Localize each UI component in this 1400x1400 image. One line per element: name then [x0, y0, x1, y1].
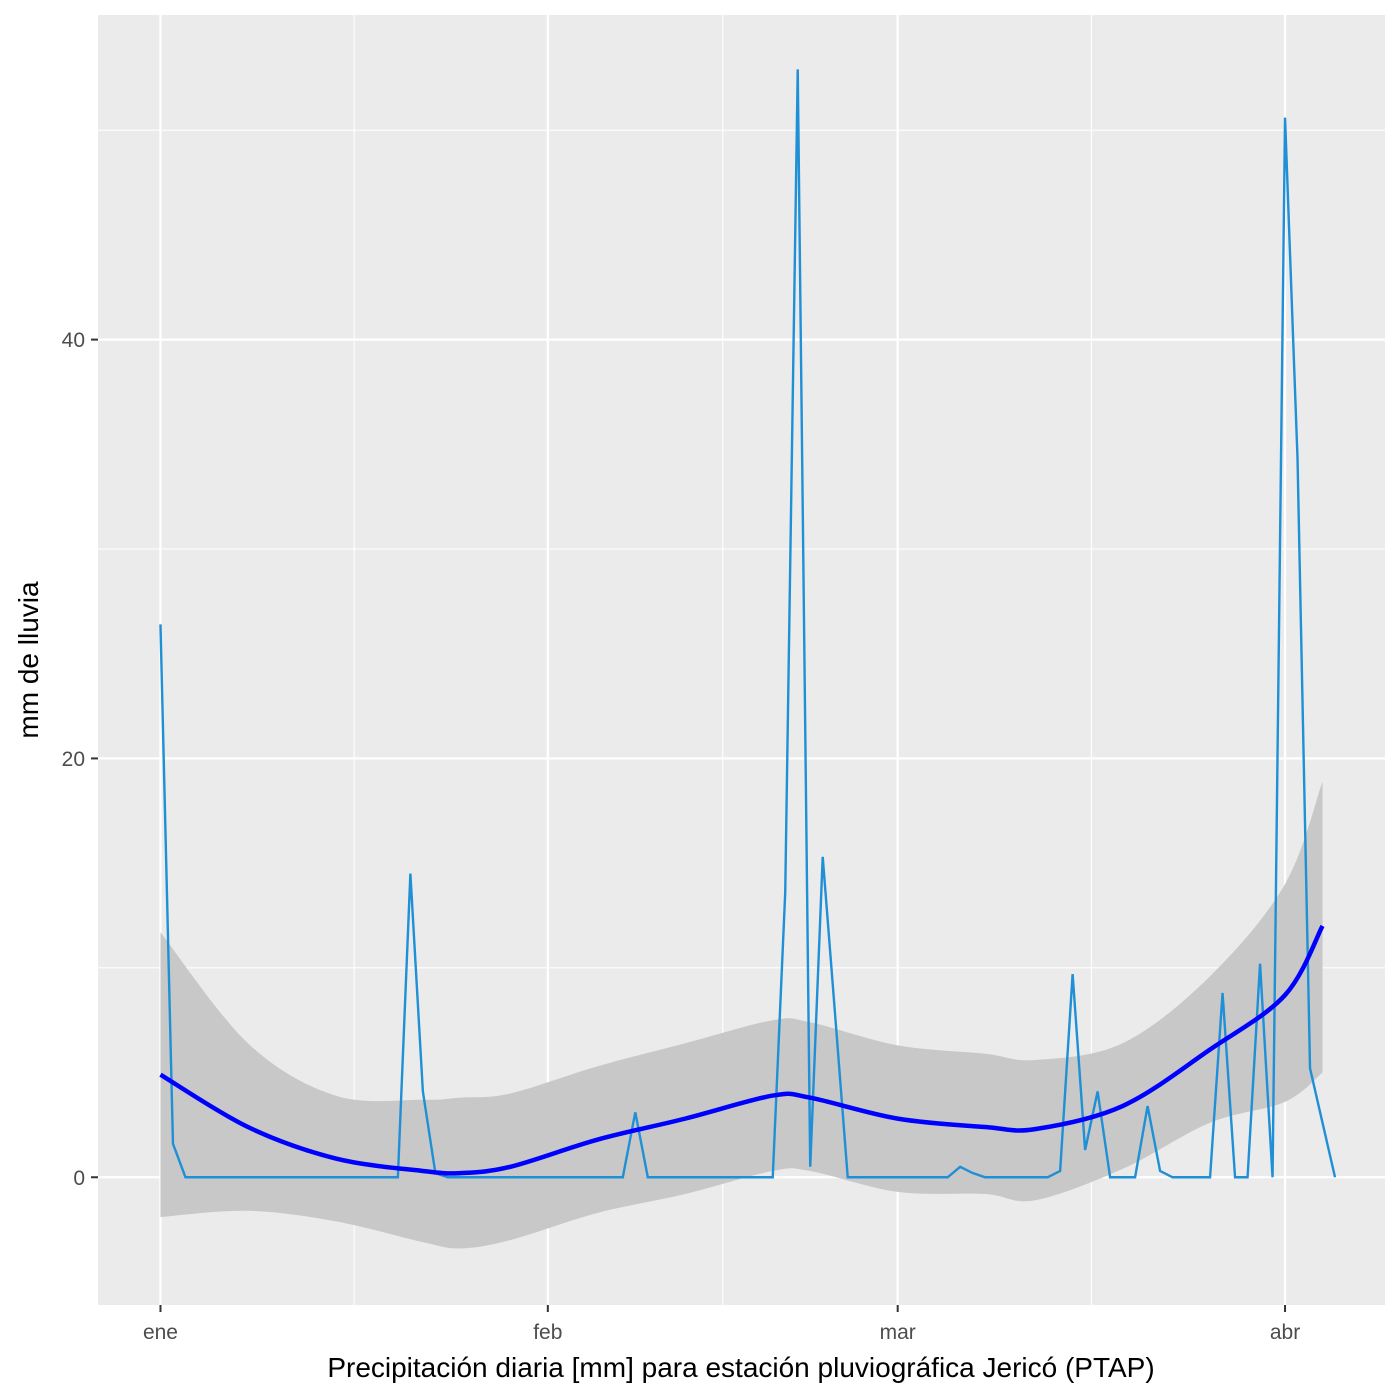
- y-axis: 0 20 40: [62, 329, 98, 1190]
- x-axis: ene feb mar abr: [143, 1305, 1300, 1344]
- x-tick-label: abr: [1270, 1321, 1300, 1344]
- y-tick-label: 40: [62, 329, 85, 352]
- y-tick-label: 20: [62, 748, 85, 771]
- y-tick-label: 0: [73, 1167, 85, 1190]
- x-axis-title: Precipitación diaria [mm] para estación …: [327, 1352, 1154, 1383]
- x-tick-label: mar: [880, 1321, 916, 1344]
- x-tick-label: feb: [533, 1321, 562, 1344]
- rainfall-line: [159, 69, 1337, 1179]
- trend-line-layer: [159, 924, 1325, 1176]
- rainfall-series-layer: [159, 69, 1337, 1179]
- trend-line: [159, 924, 1325, 1176]
- y-axis-title: mm de lluvia: [13, 581, 44, 739]
- x-tick-label: ene: [143, 1321, 178, 1344]
